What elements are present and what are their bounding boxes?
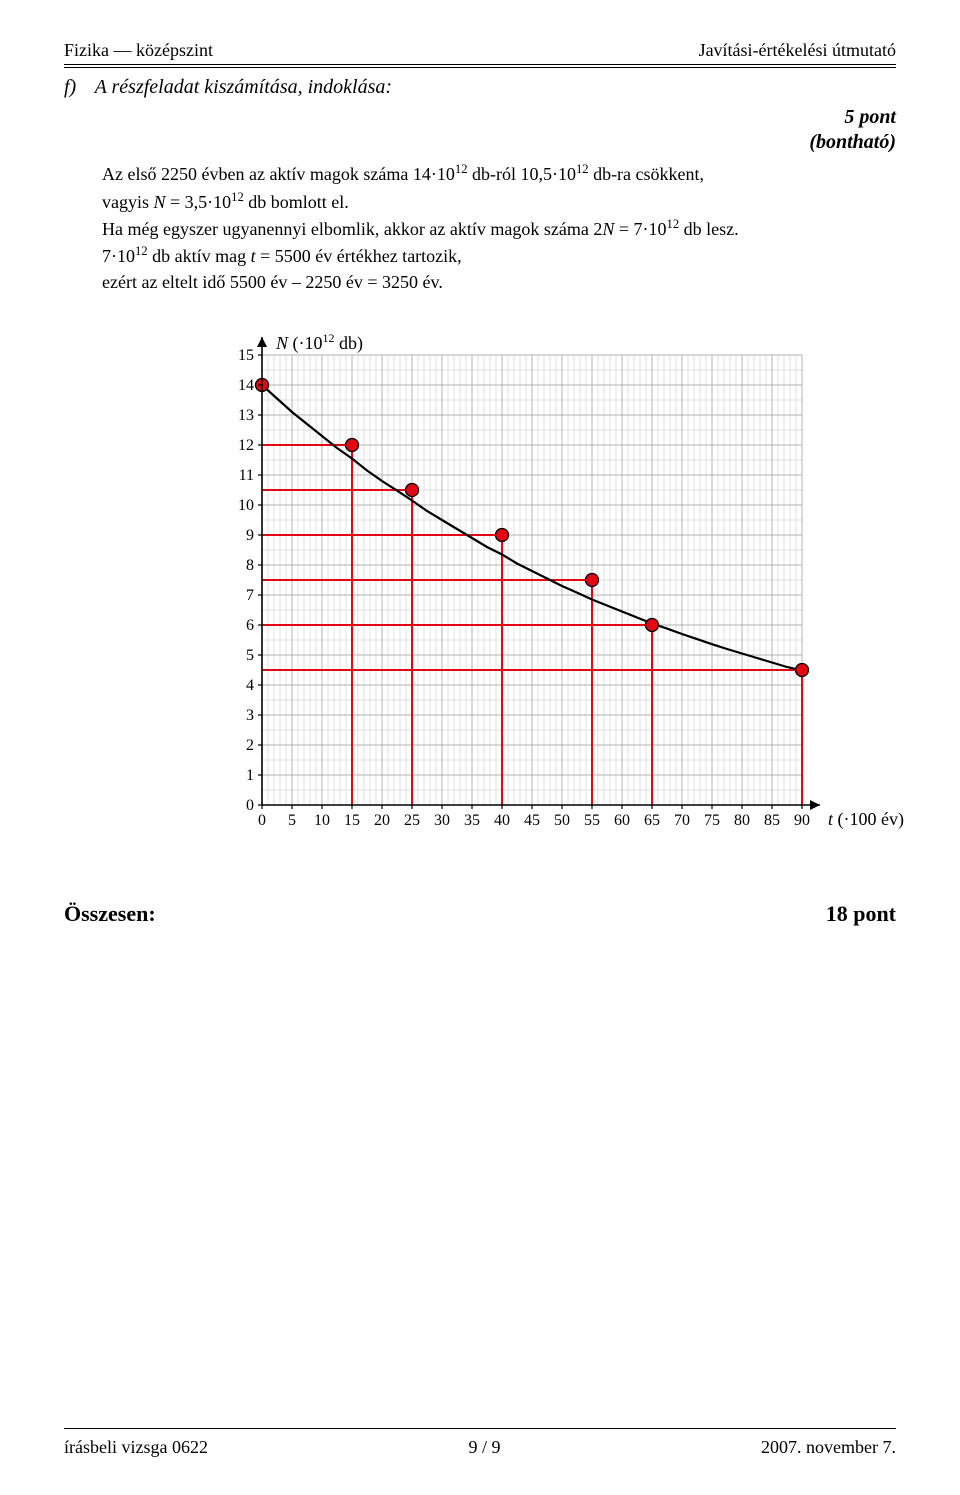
task-points-note: (bontható) [64, 130, 896, 155]
svg-text:15: 15 [344, 812, 360, 829]
p1c: db-ra csökkent, [589, 164, 704, 184]
decay-chart-svg: 0123456789101112131415051015202530354045… [194, 325, 914, 865]
svg-text:60: 60 [614, 812, 630, 829]
svg-text:0: 0 [246, 797, 254, 814]
p3-exp: 12 [667, 217, 680, 231]
svg-text:3: 3 [246, 707, 254, 724]
svg-text:0: 0 [258, 812, 266, 829]
solution-text: Az első 2250 évben az aktív magok száma … [64, 161, 896, 294]
total-row: Összesen: 18 pont [64, 899, 896, 929]
header-rule-bottom [64, 67, 896, 68]
svg-text:25: 25 [404, 812, 420, 829]
p2d: db bomlott el. [244, 192, 349, 212]
page-footer: írásbeli vizsga 0622 9 / 9 2007. novembe… [64, 1426, 896, 1459]
task-points: 5 pont (bontható) [64, 105, 896, 155]
p4-exp: 12 [135, 244, 148, 258]
p1b: db-ról 10,5·10 [467, 164, 575, 184]
task-id: f) [64, 74, 90, 101]
svg-text:9: 9 [246, 527, 254, 544]
svg-text:6: 6 [246, 617, 254, 634]
svg-text:10: 10 [314, 812, 330, 829]
svg-text:12: 12 [238, 437, 254, 454]
svg-text:14: 14 [238, 377, 254, 394]
svg-text:90: 90 [794, 812, 810, 829]
p3c: = 7·10 [614, 219, 666, 239]
svg-text:1: 1 [246, 767, 254, 784]
p3a: Ha még egyszer ugyanennyi elbomlik, akko… [102, 219, 602, 239]
svg-text:2: 2 [246, 737, 254, 754]
task-heading: f) A részfeladat kiszámítása, indoklása: [64, 74, 896, 101]
svg-text:20: 20 [374, 812, 390, 829]
svg-text:t (·100 év): t (·100 év) [828, 809, 904, 830]
svg-text:30: 30 [434, 812, 450, 829]
svg-text:15: 15 [238, 347, 254, 364]
running-head-left: Fizika — középszint [64, 38, 213, 62]
p2b: N [154, 192, 166, 212]
p4a: 7·10 [102, 246, 135, 266]
svg-text:N (·1012 db): N (·1012 db) [275, 331, 363, 354]
footer-left: írásbeli vizsga 0622 [64, 1435, 208, 1459]
p5: ezért az eltelt idő 5500 év – 2250 év = … [102, 270, 896, 294]
footer-right: 2007. november 7. [761, 1435, 896, 1459]
svg-text:45: 45 [524, 812, 540, 829]
svg-text:85: 85 [764, 812, 780, 829]
footer-rule [64, 1428, 896, 1429]
p2a: vagyis [102, 192, 154, 212]
p4d: = 5500 év értékhez tartozik, [256, 246, 462, 266]
svg-text:40: 40 [494, 812, 510, 829]
svg-text:13: 13 [238, 407, 254, 424]
svg-text:55: 55 [584, 812, 600, 829]
footer-center: 9 / 9 [468, 1435, 500, 1459]
task-title: A részfeladat kiszámítása, indoklása: [95, 76, 392, 98]
p2-exp: 12 [231, 190, 244, 204]
p2c: = 3,5·10 [166, 192, 232, 212]
svg-text:4: 4 [246, 677, 254, 694]
svg-text:11: 11 [239, 467, 254, 484]
p1-exp1: 12 [455, 162, 468, 176]
svg-text:65: 65 [644, 812, 660, 829]
svg-text:5: 5 [246, 647, 254, 664]
svg-text:8: 8 [246, 557, 254, 574]
svg-text:50: 50 [554, 812, 570, 829]
p3b: N [602, 219, 614, 239]
svg-text:10: 10 [238, 497, 254, 514]
svg-text:75: 75 [704, 812, 720, 829]
svg-text:7: 7 [246, 587, 254, 604]
svg-text:35: 35 [464, 812, 480, 829]
running-head-right: Javítási-értékelési útmutató [699, 38, 896, 62]
header-rule-top [64, 64, 896, 65]
svg-text:80: 80 [734, 812, 750, 829]
p1-exp2: 12 [576, 162, 589, 176]
total-label: Összesen: [64, 899, 156, 929]
svg-text:70: 70 [674, 812, 690, 829]
p3d: db lesz. [679, 219, 738, 239]
task-points-value: 5 pont [64, 105, 896, 130]
p1a: Az első 2250 évben az aktív magok száma … [102, 164, 455, 184]
svg-text:5: 5 [288, 812, 296, 829]
total-value: 18 pont [826, 899, 896, 929]
decay-chart: 0123456789101112131415051015202530354045… [194, 325, 896, 871]
p4b: db aktív mag [148, 246, 251, 266]
